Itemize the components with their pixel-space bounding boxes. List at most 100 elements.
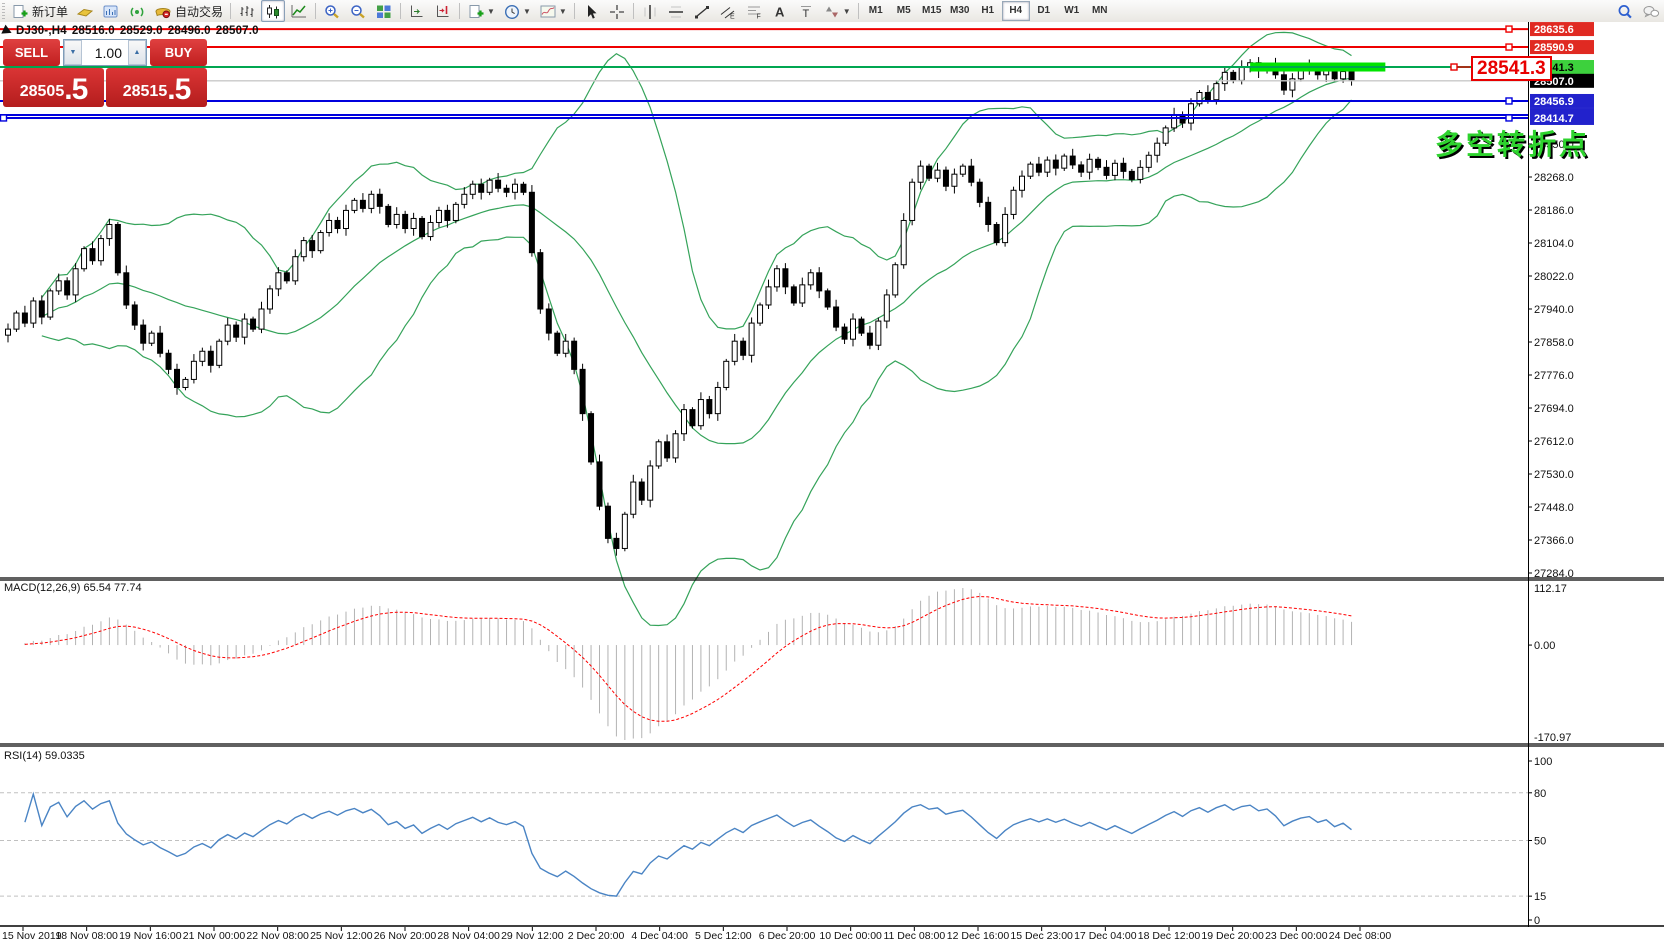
search-button[interactable] bbox=[1613, 0, 1637, 22]
cursor-button[interactable] bbox=[579, 0, 603, 22]
auto-trading-button[interactable]: 自动交易 bbox=[151, 0, 226, 22]
auto-scroll-button[interactable] bbox=[405, 0, 429, 22]
candle bbox=[444, 209, 451, 221]
svg-text:A: A bbox=[775, 4, 785, 19]
price-tick: 27858.0 bbox=[1534, 337, 1574, 349]
candle bbox=[64, 280, 71, 296]
candle bbox=[30, 300, 37, 324]
vertical-line-button[interactable] bbox=[638, 0, 662, 22]
candle bbox=[343, 209, 349, 230]
time-tick: 29 Nov 12:00 bbox=[501, 930, 564, 942]
time-tick: 19 Dec 20:00 bbox=[1201, 930, 1264, 942]
tile-windows-button[interactable] bbox=[372, 0, 396, 22]
chart-shift-button[interactable] bbox=[431, 0, 455, 22]
timeframe-mn-button[interactable]: MN bbox=[1091, 5, 1108, 16]
caret-down-icon: ▼ bbox=[842, 6, 851, 16]
toolbar-separator bbox=[459, 3, 461, 19]
price-tick: 28350.0 bbox=[1534, 139, 1574, 151]
sell-button[interactable]: SELL bbox=[3, 39, 60, 66]
timeframe-m30-button[interactable]: M30 bbox=[949, 5, 970, 16]
timeframe-h4-button[interactable]: H4 bbox=[1001, 1, 1030, 21]
time-tick: 22 Nov 08:00 bbox=[246, 930, 309, 942]
volume-down-button[interactable]: ▼ bbox=[64, 40, 82, 65]
templates-button[interactable]: ▼ bbox=[536, 0, 570, 22]
candle bbox=[131, 304, 138, 326]
zoom-out-button[interactable] bbox=[346, 0, 370, 22]
market-watch-button[interactable] bbox=[99, 0, 123, 22]
macd-signal-line bbox=[24, 595, 1352, 722]
time-tick: 15 Dec 23:00 bbox=[1010, 930, 1073, 942]
buy-button[interactable]: BUY bbox=[150, 39, 207, 66]
indicators-button[interactable]: ▼ bbox=[464, 0, 498, 22]
candle bbox=[5, 328, 11, 336]
candle bbox=[740, 340, 747, 356]
candle bbox=[850, 318, 856, 340]
candle bbox=[486, 179, 493, 193]
bars-chart-button[interactable] bbox=[235, 0, 259, 22]
rsi-line bbox=[24, 791, 1352, 897]
candle bbox=[300, 240, 307, 258]
svg-text:15: 15 bbox=[1534, 891, 1546, 903]
timeframe-m15-button[interactable]: M15 bbox=[921, 5, 942, 16]
candle bbox=[554, 332, 561, 354]
candle bbox=[951, 173, 958, 187]
line-chart-button[interactable] bbox=[287, 0, 311, 22]
text-label-button[interactable]: T bbox=[794, 0, 818, 22]
candle bbox=[968, 165, 975, 183]
toolbar-separator bbox=[230, 3, 232, 19]
candle bbox=[841, 326, 848, 340]
candle bbox=[233, 324, 240, 338]
svg-text:112.17: 112.17 bbox=[1534, 583, 1567, 595]
timeframe-m5-button[interactable]: M5 bbox=[896, 5, 911, 16]
timeframe-m1-button[interactable]: M1 bbox=[868, 5, 883, 16]
chat-button[interactable] bbox=[1639, 0, 1663, 22]
chart-canvas[interactable]: 28635.628590.928541.328507.028422.028456… bbox=[0, 22, 1664, 945]
horizontal-line-button[interactable] bbox=[664, 0, 688, 22]
trendline-button[interactable] bbox=[690, 0, 714, 22]
candle bbox=[875, 320, 882, 346]
candles-chart-button[interactable] bbox=[261, 0, 286, 22]
price-tick: 27284.0 bbox=[1534, 568, 1574, 580]
signals-button[interactable] bbox=[125, 0, 149, 22]
candle bbox=[706, 399, 713, 415]
periods-button[interactable]: ▼ bbox=[500, 0, 534, 22]
time-tick: 2 Dec 20:00 bbox=[568, 930, 625, 942]
time-tick: 24 Dec 08:00 bbox=[1329, 930, 1392, 942]
shapes-button[interactable]: ▼ bbox=[820, 0, 854, 22]
price-callout[interactable]: 28541.3 bbox=[1471, 56, 1552, 81]
text-button[interactable]: A bbox=[768, 0, 792, 22]
svg-text:80: 80 bbox=[1534, 788, 1546, 800]
volume-stepper[interactable]: ▼ 1.00 ▲ bbox=[63, 39, 147, 66]
time-tick: 10 Dec 00:00 bbox=[819, 930, 882, 942]
buy-price[interactable]: 28515.5 bbox=[106, 68, 207, 107]
candle bbox=[993, 223, 1000, 244]
timeframe-w1-button[interactable]: W1 bbox=[1064, 5, 1080, 16]
volume-value[interactable]: 1.00 bbox=[94, 44, 122, 61]
candle bbox=[621, 513, 628, 549]
candle bbox=[782, 268, 789, 288]
crosshair-button[interactable] bbox=[605, 0, 629, 22]
profile-button[interactable] bbox=[73, 0, 97, 22]
auto-scroll-icon bbox=[408, 3, 426, 20]
candle bbox=[266, 288, 273, 310]
candle bbox=[38, 300, 45, 318]
fibonacci-button[interactable]: F bbox=[742, 0, 766, 22]
text-icon: A bbox=[771, 3, 789, 20]
candle bbox=[309, 240, 316, 252]
toolbar-separator bbox=[632, 3, 634, 19]
channel-button[interactable]: E bbox=[716, 0, 740, 22]
sell-price[interactable]: 28505.5 bbox=[3, 68, 104, 107]
timeframe-h1-button[interactable]: H1 bbox=[981, 5, 995, 16]
candle bbox=[317, 232, 324, 252]
timeframe-d1-button[interactable]: D1 bbox=[1037, 5, 1051, 16]
candle bbox=[833, 306, 840, 328]
new-order-button[interactable]: 新订单 bbox=[8, 0, 71, 22]
chart-annotation-text[interactable]: 多空转折点 bbox=[1434, 129, 1590, 160]
candle bbox=[258, 308, 265, 330]
candle bbox=[934, 169, 941, 179]
zoom-in-button[interactable] bbox=[320, 0, 344, 22]
volume-up-button[interactable]: ▲ bbox=[128, 40, 146, 65]
chart-symbol-period: DJ30-,H4 bbox=[16, 25, 67, 37]
text-label-icon: T bbox=[797, 3, 815, 20]
candle bbox=[520, 183, 527, 193]
